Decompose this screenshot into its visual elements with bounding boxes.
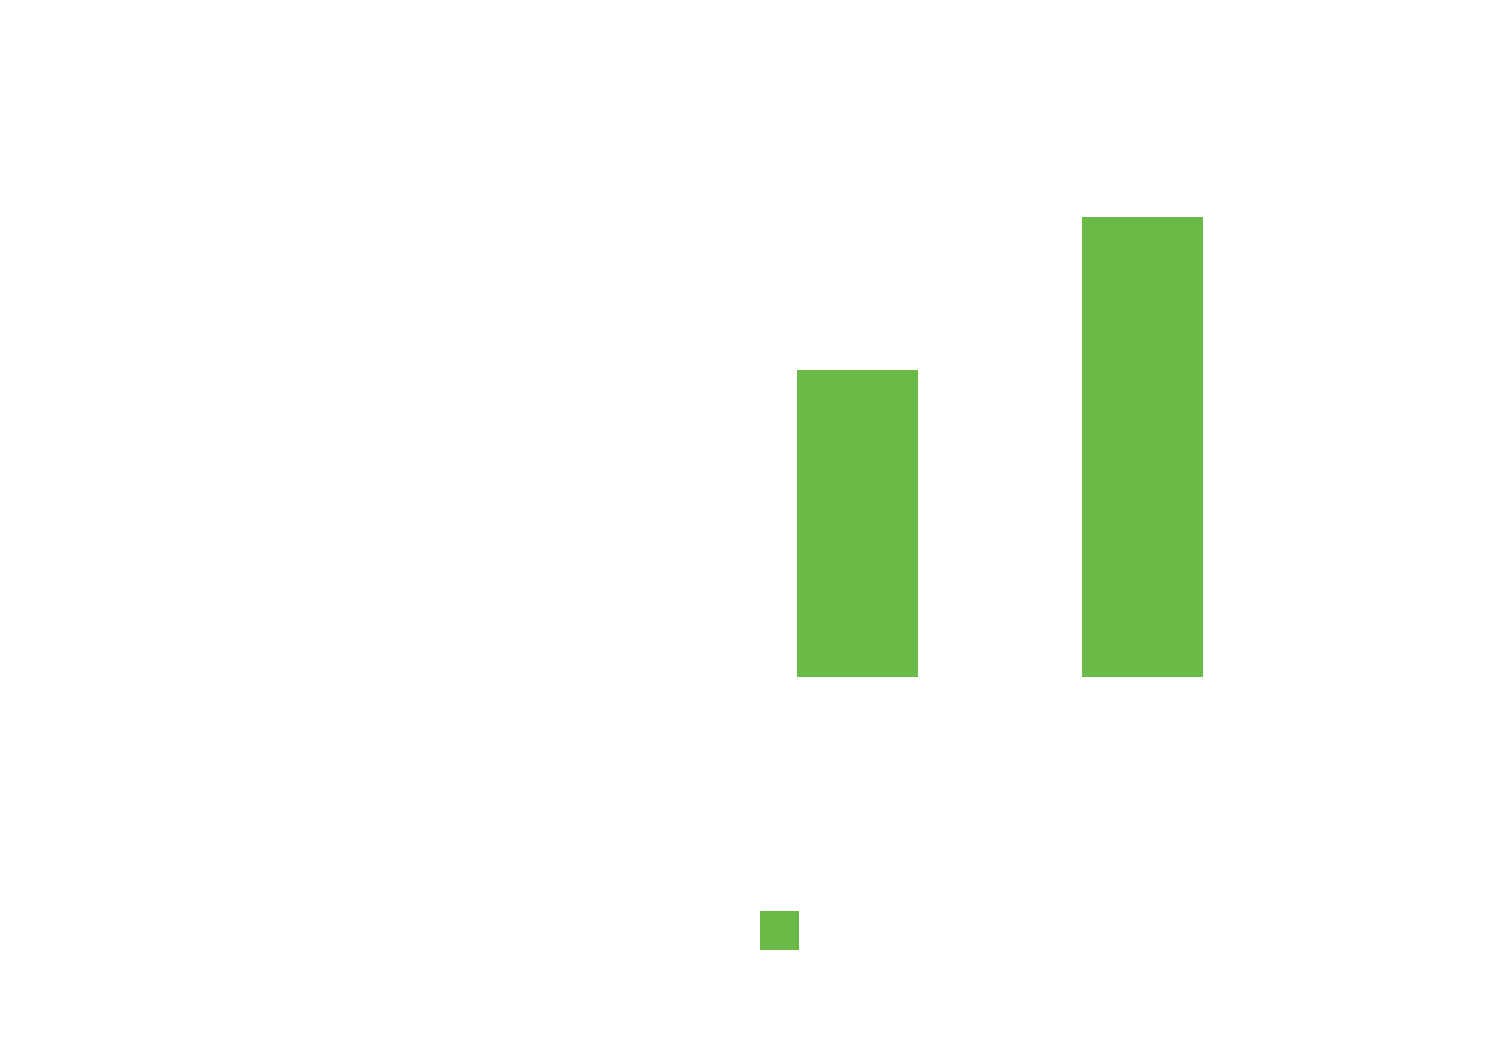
bar-3: [1082, 217, 1203, 677]
bar-2: [797, 370, 918, 677]
chart-legend: [760, 911, 809, 950]
legend-swatch: [760, 911, 799, 950]
